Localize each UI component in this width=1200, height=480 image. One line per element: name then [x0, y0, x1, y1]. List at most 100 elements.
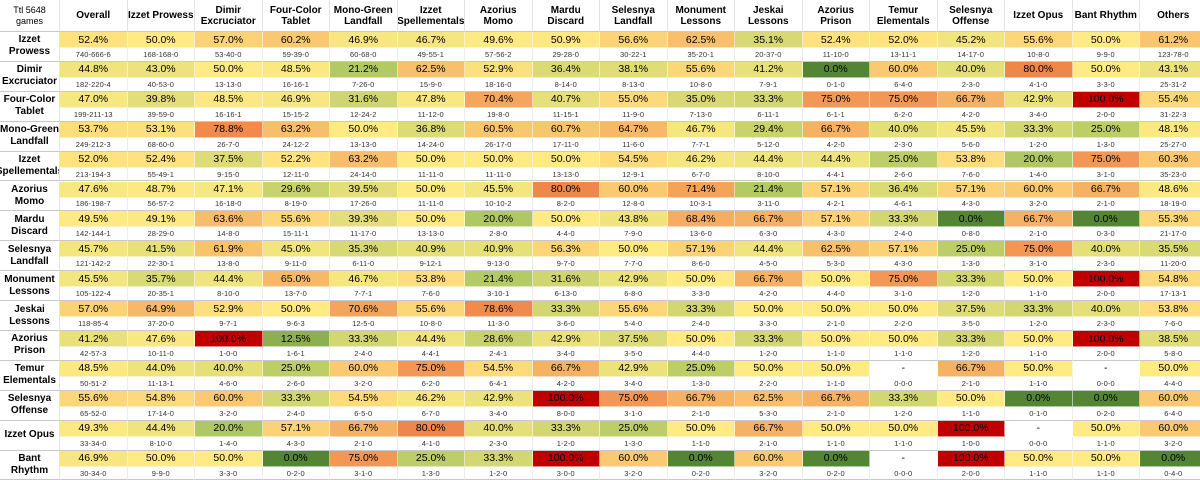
win-rate-cell: 63.6%	[195, 211, 263, 228]
row-header-izzet-spellementals: Izzet Spellementals	[0, 151, 60, 182]
record-cell: 7-7-1	[667, 137, 735, 152]
record-cell: 123-78-0	[1140, 48, 1200, 62]
win-rate-cell: 36.4%	[532, 61, 600, 78]
win-rate-cell: 57.1%	[937, 181, 1005, 198]
record-cell: 9-7-1	[195, 317, 263, 331]
win-rate-cell: 35.7%	[127, 271, 195, 288]
win-rate-cell: 50.0%	[397, 211, 465, 228]
column-header-dimir-excruciator: Dimir Excruciator	[195, 0, 263, 32]
win-rate-cell: 0.0%	[1140, 450, 1200, 467]
win-rate-cell: 55.6%	[262, 211, 330, 228]
win-rate-cell: 53.1%	[127, 121, 195, 138]
win-rate-cell: 60.0%	[1140, 420, 1200, 437]
record-cell: 168-168-0	[127, 48, 195, 62]
win-rate-cell: 55.4%	[1140, 91, 1200, 108]
record-cell: 7-6-0	[397, 287, 465, 302]
win-rate-cell: 75.0%	[870, 271, 938, 288]
record-cell: 17-14-0	[127, 406, 195, 421]
record-cell: 35-23-0	[1140, 167, 1200, 182]
win-rate-cell: 20.0%	[465, 211, 533, 228]
win-rate-cell: 36.8%	[397, 121, 465, 138]
win-rate-cell: 50.0%	[802, 301, 870, 318]
record-cell: 30-22-1	[600, 48, 668, 62]
record-cell: 28-29-0	[127, 227, 195, 242]
win-rate-cell: 45.5%	[60, 271, 128, 288]
record-cell: 1-3-0	[397, 466, 465, 480]
win-rate-cell: 60.0%	[735, 450, 803, 467]
record-cell: 1-1-0	[870, 436, 938, 451]
win-rate-cell: 64.7%	[600, 121, 668, 138]
record-cell: 1-2-0	[937, 287, 1005, 302]
win-rate-cell: 43.1%	[1140, 61, 1200, 78]
win-rate-cell: 50.0%	[667, 271, 735, 288]
record-cell: 25-27-0	[1140, 137, 1200, 152]
record-cell: 9-11-0	[262, 257, 330, 272]
record-cell: 6-4-0	[1140, 406, 1200, 421]
win-rate-cell: 66.7%	[735, 271, 803, 288]
record-cell: 6-13-0	[532, 287, 600, 302]
record-cell: 1-2-0	[1005, 137, 1073, 152]
win-rate-cell: 39.8%	[127, 91, 195, 108]
record-cell: 4-6-0	[195, 376, 263, 391]
win-rate-cell: 45.7%	[60, 241, 128, 258]
record-cell: 5-3-0	[735, 406, 803, 421]
record-cell: 25-31-2	[1140, 77, 1200, 92]
win-rate-cell: 80.0%	[397, 420, 465, 437]
record-cell: 2-1-0	[1072, 197, 1140, 212]
record-cell: 3-5-0	[937, 317, 1005, 331]
record-cell: 17-11-0	[532, 137, 600, 152]
record-cell: 4-4-1	[397, 347, 465, 361]
column-header-izzet-spellementals: Izzet Spellementals	[397, 0, 465, 32]
column-header-izzet-prowess: Izzet Prowess	[127, 0, 195, 32]
record-cell: 4-3-0	[870, 257, 938, 272]
record-cell: 7-26-0	[330, 77, 398, 92]
row-header-selesnya-offense: Selesnya Offense	[0, 390, 60, 421]
record-cell: 49-55-1	[397, 48, 465, 62]
record-cell: 13-13-0	[195, 77, 263, 92]
record-cell: 10-11-0	[127, 347, 195, 361]
win-rate-cell: 60.7%	[532, 121, 600, 138]
row-header-jeskai-lessons: Jeskai Lessons	[0, 301, 60, 331]
win-rate-cell: 100.0%	[937, 420, 1005, 437]
win-rate-cell: 40.0%	[1072, 301, 1140, 318]
win-rate-cell: 57.1%	[802, 181, 870, 198]
record-cell: 31-22-3	[1140, 107, 1200, 122]
record-cell: 2-4-1	[465, 347, 533, 361]
win-rate-cell: 50.0%	[262, 301, 330, 318]
win-rate-cell: 37.5%	[937, 301, 1005, 318]
win-rate-cell: 75.0%	[600, 390, 668, 407]
win-rate-cell: 54.5%	[330, 390, 398, 407]
record-cell: 9-13-0	[465, 257, 533, 272]
record-cell: 4-2-0	[802, 137, 870, 152]
win-rate-cell: 33.3%	[532, 301, 600, 318]
record-cell: 1-1-0	[937, 406, 1005, 421]
column-header-jeskai-lessons: Jeskai Lessons	[735, 0, 803, 32]
record-cell: 6-8-0	[600, 287, 668, 302]
record-cell: 1-0-0	[937, 436, 1005, 451]
win-rate-cell: 47.6%	[127, 331, 195, 347]
record-cell: 8-6-0	[667, 257, 735, 272]
win-rate-cell: 60.5%	[465, 121, 533, 138]
win-rate-cell: 0.0%	[1072, 390, 1140, 407]
win-rate-cell: 40.0%	[937, 61, 1005, 78]
record-cell: 8-19-0	[262, 197, 330, 212]
record-cell: 1-1-0	[802, 436, 870, 451]
win-rate-cell: 31.6%	[330, 91, 398, 108]
record-cell: 8-10-0	[735, 167, 803, 182]
win-rate-cell: 50.0%	[667, 331, 735, 347]
win-rate-cell: 35.5%	[1140, 241, 1200, 258]
win-rate-cell: 33.3%	[667, 301, 735, 318]
record-cell: 2-3-0	[937, 77, 1005, 92]
win-rate-cell: 33.3%	[735, 331, 803, 347]
record-cell: 12-24-2	[330, 107, 398, 122]
record-cell: 9-7-0	[532, 257, 600, 272]
win-rate-cell: 50.9%	[532, 32, 600, 48]
record-cell: 40-53-0	[127, 77, 195, 92]
record-cell: 3-1-0	[1072, 167, 1140, 182]
win-rate-cell: 50.0%	[802, 360, 870, 377]
win-rate-cell: 78.6%	[465, 301, 533, 318]
record-cell: 5-3-0	[802, 257, 870, 272]
win-rate-cell: 50.0%	[397, 151, 465, 168]
win-rate-cell: 20.0%	[195, 420, 263, 437]
record-cell: 11-3-0	[465, 317, 533, 331]
